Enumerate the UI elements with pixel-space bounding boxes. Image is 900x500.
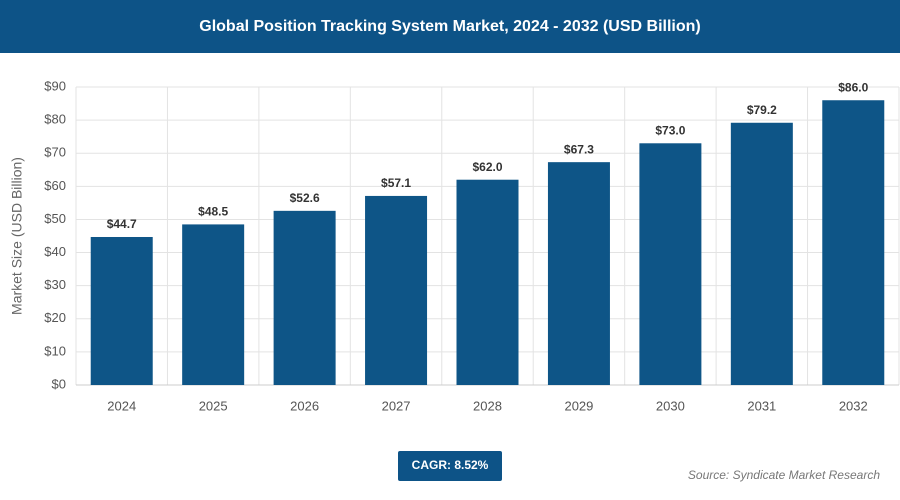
value-label: $52.6 — [290, 191, 320, 205]
x-tick-label: 2025 — [199, 398, 228, 413]
value-label: $79.2 — [747, 103, 777, 117]
y-tick-label: $10 — [44, 343, 66, 358]
y-tick-label: $0 — [52, 376, 66, 391]
bar — [365, 195, 428, 385]
y-tick-label: $30 — [44, 277, 66, 292]
bar — [730, 122, 793, 385]
source-label: Source: Syndicate Market Research — [688, 468, 880, 482]
value-label: $67.3 — [564, 142, 594, 156]
x-tick-label: 2029 — [564, 398, 593, 413]
y-tick-label: $20 — [44, 310, 66, 325]
x-tick-label: 2028 — [473, 398, 502, 413]
y-axis-label: Market Size (USD Billion) — [9, 157, 25, 315]
y-tick-label: $90 — [44, 78, 66, 93]
y-tick-label: $40 — [44, 244, 66, 259]
x-tick-label: 2026 — [290, 398, 319, 413]
cagr-badge — [398, 451, 502, 481]
value-label: $62.0 — [472, 160, 502, 174]
x-tick-label: 2030 — [656, 398, 685, 413]
x-tick-label: 2032 — [839, 398, 868, 413]
value-label: $44.7 — [107, 217, 137, 231]
value-label: $73.0 — [655, 123, 685, 137]
x-tick-label: 2024 — [107, 398, 136, 413]
bar — [822, 100, 885, 385]
bar — [547, 162, 610, 385]
chart-title: Global Position Tracking System Market, … — [199, 18, 700, 35]
y-tick-label: $80 — [44, 112, 66, 127]
value-label: $86.0 — [838, 80, 868, 94]
bar — [639, 143, 702, 385]
x-tick-label: 2031 — [747, 398, 776, 413]
value-label: $48.5 — [198, 205, 228, 219]
x-tick-label: 2027 — [382, 398, 411, 413]
bar — [273, 210, 336, 385]
y-tick-label: $50 — [44, 211, 66, 226]
bar — [456, 179, 519, 385]
y-tick-label: $60 — [44, 178, 66, 193]
y-tick-label: $70 — [44, 145, 66, 160]
title-banner — [0, 0, 900, 53]
value-label: $57.1 — [381, 176, 411, 190]
cagr-label: CAGR: 8.52% — [412, 458, 489, 472]
bar — [90, 236, 153, 385]
bar — [182, 224, 245, 385]
